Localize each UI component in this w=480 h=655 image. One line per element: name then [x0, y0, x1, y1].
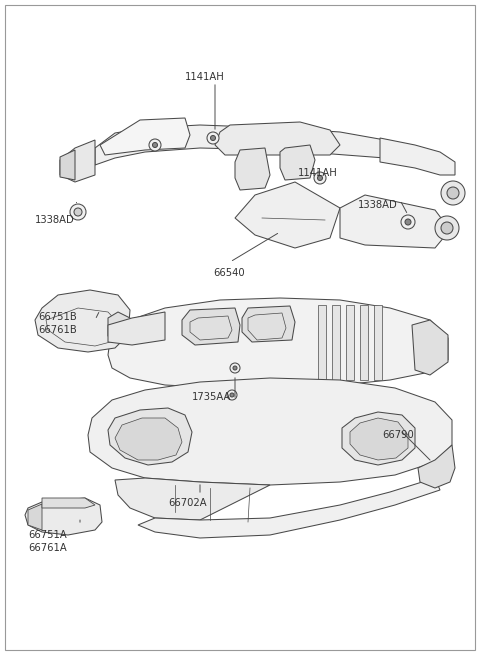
Circle shape [230, 393, 234, 397]
Circle shape [230, 363, 240, 373]
Polygon shape [108, 408, 192, 465]
Polygon shape [242, 306, 295, 342]
Polygon shape [182, 308, 240, 345]
Circle shape [401, 215, 415, 229]
Polygon shape [60, 150, 75, 180]
Polygon shape [108, 298, 448, 388]
Circle shape [211, 136, 216, 141]
Text: 66761B: 66761B [38, 325, 77, 335]
Text: 1338AD: 1338AD [35, 215, 75, 225]
Polygon shape [332, 305, 340, 380]
Text: 1141AH: 1141AH [185, 72, 225, 82]
Circle shape [447, 187, 459, 199]
Polygon shape [280, 145, 315, 180]
Polygon shape [412, 320, 448, 375]
Circle shape [441, 222, 453, 234]
Circle shape [153, 143, 157, 147]
Polygon shape [108, 312, 165, 345]
Text: 66790: 66790 [382, 430, 414, 440]
Text: 1338AD: 1338AD [358, 200, 398, 210]
Text: 1735AA: 1735AA [192, 392, 231, 402]
Polygon shape [115, 478, 270, 520]
Circle shape [317, 176, 323, 181]
Polygon shape [42, 498, 95, 508]
Text: 66751A: 66751A [28, 530, 67, 540]
Circle shape [233, 366, 237, 370]
Circle shape [227, 390, 237, 400]
Polygon shape [100, 118, 190, 155]
Polygon shape [340, 195, 450, 248]
Text: 66540: 66540 [213, 268, 245, 278]
Polygon shape [418, 445, 455, 488]
Polygon shape [342, 412, 415, 465]
Circle shape [435, 216, 459, 240]
Circle shape [70, 204, 86, 220]
Polygon shape [215, 122, 340, 155]
Polygon shape [25, 498, 102, 535]
Text: 66761A: 66761A [28, 543, 67, 553]
Circle shape [207, 132, 219, 144]
Text: 66751B: 66751B [38, 312, 77, 322]
Polygon shape [108, 312, 130, 342]
Polygon shape [28, 504, 42, 530]
Polygon shape [360, 305, 368, 380]
Polygon shape [346, 305, 354, 380]
Circle shape [74, 208, 82, 216]
Polygon shape [60, 140, 95, 182]
Circle shape [441, 181, 465, 205]
Polygon shape [138, 478, 440, 538]
Polygon shape [235, 182, 340, 248]
Polygon shape [35, 290, 130, 352]
Polygon shape [350, 418, 408, 460]
Text: 66702A: 66702A [168, 498, 206, 508]
Text: 1141AH: 1141AH [298, 168, 338, 178]
Polygon shape [318, 305, 326, 380]
Circle shape [314, 172, 326, 184]
Polygon shape [235, 148, 270, 190]
Polygon shape [88, 378, 452, 485]
Polygon shape [380, 138, 455, 175]
Circle shape [149, 139, 161, 151]
Circle shape [405, 219, 411, 225]
Polygon shape [115, 418, 182, 460]
Polygon shape [374, 305, 382, 380]
Polygon shape [95, 125, 420, 165]
